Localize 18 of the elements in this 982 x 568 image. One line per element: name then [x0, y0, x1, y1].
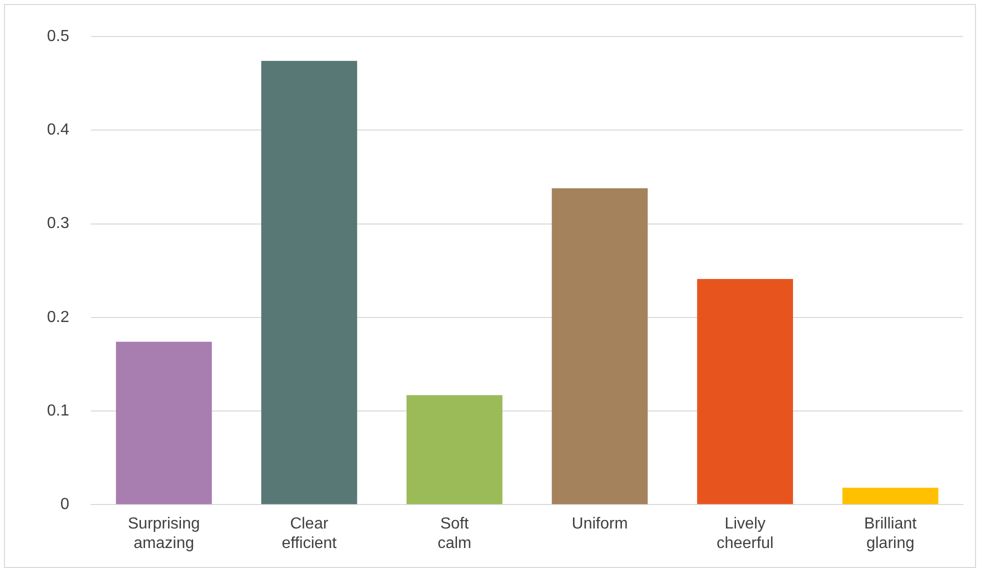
bar — [697, 279, 794, 504]
bar — [406, 395, 502, 504]
bar — [842, 488, 938, 504]
x-tick-label: Lively cheerful — [716, 516, 774, 552]
x-tick-label: Uniform — [572, 516, 628, 533]
y-tick-label: 0 — [60, 496, 70, 514]
y-tick-label: 0.4 — [46, 122, 70, 139]
y-tick-label: 0.5 — [46, 28, 70, 46]
x-tick-label: Soft calm — [438, 516, 472, 552]
bar — [552, 188, 648, 504]
y-tick-label: 0.3 — [46, 215, 70, 232]
x-tick-label: Brilliant glaring — [864, 516, 918, 552]
bar — [116, 342, 212, 504]
y-tick-label: 0.2 — [46, 308, 70, 326]
bar — [261, 60, 358, 504]
y-tick-label: 0.1 — [46, 402, 70, 420]
x-tick-label: Surprising amazing — [128, 516, 200, 552]
x-tick-label: Clear efficient — [282, 516, 338, 552]
